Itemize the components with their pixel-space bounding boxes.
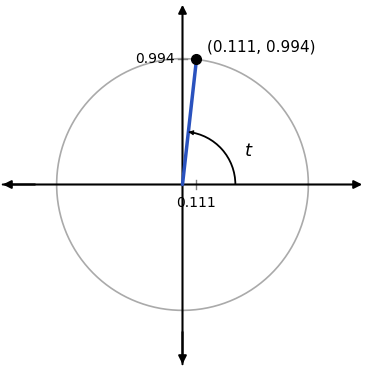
Text: t: t xyxy=(245,142,252,160)
Text: (0.111, 0.994): (0.111, 0.994) xyxy=(207,39,315,54)
Text: 0.111: 0.111 xyxy=(177,196,216,210)
Text: 0.994: 0.994 xyxy=(135,52,175,66)
